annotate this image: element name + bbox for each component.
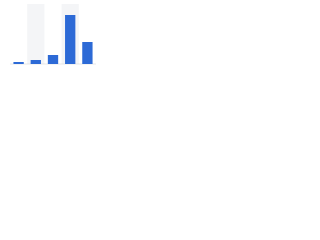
bar (47, 55, 59, 64)
bar (13, 62, 24, 64)
chart (0, 0, 100, 71)
bar (65, 15, 76, 64)
bar (82, 42, 93, 64)
column-band (27, 4, 45, 64)
bar (30, 60, 41, 64)
